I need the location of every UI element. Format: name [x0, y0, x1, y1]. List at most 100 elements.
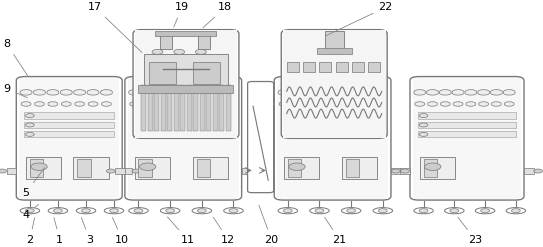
Bar: [420, 157, 455, 179]
FancyBboxPatch shape: [102, 102, 111, 106]
Bar: [336, 62, 348, 72]
Circle shape: [283, 114, 292, 118]
FancyBboxPatch shape: [414, 90, 426, 95]
Bar: [317, 48, 352, 54]
FancyBboxPatch shape: [490, 90, 502, 95]
Bar: [197, 159, 210, 177]
Text: 9: 9: [3, 84, 27, 98]
Ellipse shape: [414, 207, 433, 214]
Circle shape: [419, 209, 428, 213]
FancyBboxPatch shape: [20, 90, 32, 95]
Ellipse shape: [129, 207, 148, 214]
FancyBboxPatch shape: [415, 102, 425, 106]
Circle shape: [251, 169, 260, 173]
Bar: [413, 78, 521, 199]
Ellipse shape: [20, 207, 40, 214]
Ellipse shape: [224, 207, 243, 214]
Bar: [141, 85, 146, 131]
Text: 22: 22: [326, 2, 393, 36]
Circle shape: [481, 209, 489, 213]
Bar: [283, 30, 386, 138]
FancyBboxPatch shape: [304, 90, 316, 95]
Bar: [352, 62, 364, 72]
Bar: [287, 62, 299, 72]
FancyBboxPatch shape: [491, 102, 501, 106]
Bar: [391, 168, 401, 174]
FancyBboxPatch shape: [195, 102, 205, 106]
Circle shape: [195, 49, 206, 54]
Ellipse shape: [310, 207, 329, 214]
FancyBboxPatch shape: [278, 90, 290, 95]
Bar: [282, 122, 383, 128]
Circle shape: [283, 209, 292, 213]
Circle shape: [134, 123, 143, 127]
Bar: [368, 62, 380, 72]
Circle shape: [378, 209, 387, 213]
Bar: [73, 157, 109, 179]
Bar: [198, 32, 210, 49]
Bar: [174, 85, 179, 131]
Bar: [24, 112, 114, 119]
Text: 19: 19: [174, 2, 189, 27]
FancyBboxPatch shape: [181, 90, 193, 95]
FancyBboxPatch shape: [75, 102, 85, 106]
Ellipse shape: [48, 207, 68, 214]
Ellipse shape: [192, 207, 212, 214]
FancyBboxPatch shape: [291, 90, 303, 95]
Circle shape: [110, 209, 118, 213]
Circle shape: [152, 49, 163, 54]
Circle shape: [450, 209, 459, 213]
Ellipse shape: [445, 207, 464, 214]
Bar: [138, 85, 233, 93]
Bar: [277, 78, 388, 199]
FancyBboxPatch shape: [452, 90, 464, 95]
FancyBboxPatch shape: [466, 102, 476, 106]
Bar: [26, 157, 61, 179]
Circle shape: [31, 163, 47, 170]
Circle shape: [26, 123, 34, 127]
Circle shape: [106, 169, 115, 173]
Text: 1: 1: [54, 218, 63, 245]
Bar: [160, 32, 172, 49]
Circle shape: [81, 209, 90, 213]
Ellipse shape: [160, 207, 180, 214]
Bar: [180, 85, 185, 131]
Bar: [30, 159, 43, 177]
FancyBboxPatch shape: [207, 90, 219, 95]
Bar: [424, 159, 437, 177]
FancyBboxPatch shape: [21, 102, 31, 106]
FancyBboxPatch shape: [370, 90, 382, 95]
Ellipse shape: [342, 207, 361, 214]
Text: 2: 2: [26, 218, 35, 245]
Bar: [200, 85, 205, 131]
Bar: [288, 159, 301, 177]
Circle shape: [174, 49, 185, 54]
FancyBboxPatch shape: [61, 102, 71, 106]
Circle shape: [54, 209, 62, 213]
FancyBboxPatch shape: [133, 30, 239, 138]
Bar: [284, 157, 319, 179]
Ellipse shape: [278, 207, 298, 214]
FancyBboxPatch shape: [478, 90, 490, 95]
Circle shape: [392, 169, 400, 173]
Circle shape: [512, 209, 520, 213]
FancyBboxPatch shape: [317, 90, 329, 95]
Bar: [524, 168, 534, 174]
Bar: [193, 157, 228, 179]
Bar: [133, 122, 233, 128]
Bar: [148, 85, 153, 131]
FancyBboxPatch shape: [88, 102, 98, 106]
Text: 20: 20: [259, 205, 279, 245]
Bar: [346, 159, 359, 177]
FancyBboxPatch shape: [371, 102, 381, 106]
Bar: [77, 159, 91, 177]
Text: 10: 10: [112, 217, 129, 245]
Bar: [219, 85, 224, 131]
Circle shape: [166, 209, 174, 213]
FancyBboxPatch shape: [465, 90, 477, 95]
Bar: [167, 85, 172, 131]
Circle shape: [198, 209, 206, 213]
FancyBboxPatch shape: [130, 102, 140, 106]
Circle shape: [315, 209, 324, 213]
Bar: [193, 85, 198, 131]
